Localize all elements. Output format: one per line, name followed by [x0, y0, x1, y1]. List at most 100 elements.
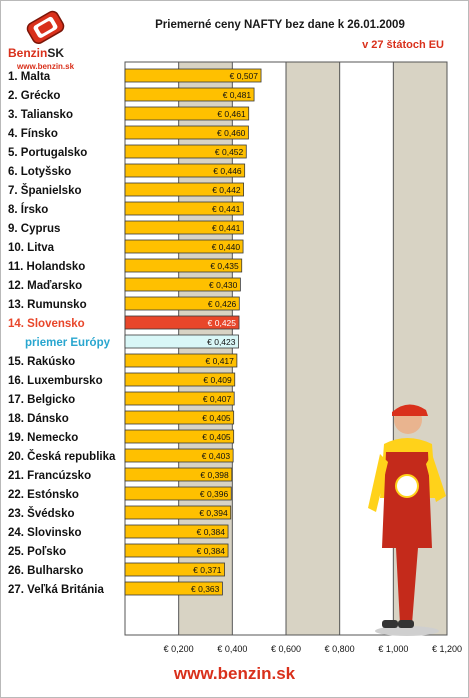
bar	[124, 505, 232, 520]
bar	[124, 581, 223, 596]
x-tick-label: € 0,200	[164, 644, 194, 654]
category-label: 19. Nemecko	[8, 432, 78, 444]
bar-value-label: € 0,430	[209, 280, 238, 290]
bar	[124, 562, 225, 577]
bar	[124, 296, 240, 311]
bar	[124, 372, 236, 387]
bar-value-label: € 0,446	[213, 166, 242, 176]
category-label: 11. Holandsko	[8, 261, 85, 273]
bar-value-label: € 0,363	[191, 584, 220, 594]
category-label: 15. Rakúsko	[8, 356, 75, 368]
bar	[124, 87, 255, 102]
x-tick-label: € 0,800	[325, 644, 355, 654]
fuel-attendant-mascot	[368, 404, 446, 636]
bar	[124, 239, 244, 254]
x-tick-label: € 0,400	[217, 644, 247, 654]
bar	[124, 410, 235, 425]
bar	[124, 391, 235, 406]
bar	[124, 543, 229, 558]
category-label: 26. Bulharsko	[8, 565, 83, 577]
bar-value-label: € 0,481	[223, 90, 252, 100]
bar	[124, 68, 262, 83]
bar-value-label: € 0,405	[202, 413, 231, 423]
category-label: 12. Maďarsko	[8, 280, 82, 292]
bar	[124, 220, 244, 235]
bar-value-label: € 0,441	[212, 223, 241, 233]
highlighted-bar	[124, 315, 240, 330]
category-label: 27. Veľká Británia	[8, 584, 104, 596]
plot-band	[286, 62, 340, 635]
bar-value-label: € 0,440	[212, 242, 241, 252]
category-label: 16. Luxembursko	[8, 375, 103, 387]
category-label: 25. Poľsko	[8, 546, 66, 558]
bar-value-label: € 0,507	[230, 71, 259, 81]
bar	[124, 201, 244, 216]
bar	[124, 125, 249, 140]
category-label: 6. Lotyšsko	[8, 166, 71, 178]
bar-value-label: € 0,425	[208, 318, 237, 328]
bar	[124, 353, 238, 368]
bar-value-label: € 0,394	[199, 508, 228, 518]
chart-title: Priemerné ceny NAFTY bez dane k 26.01.20…	[155, 19, 405, 31]
average-bar	[124, 334, 239, 349]
bar-value-label: € 0,442	[212, 185, 241, 195]
category-label: 8. Írsko	[8, 203, 48, 216]
category-label: 24. Slovinsko	[8, 527, 82, 539]
category-label: 4. Fínsko	[8, 128, 58, 140]
logo-wordmark: BenzinSK	[8, 46, 65, 60]
bar-value-label: € 0,409	[203, 375, 232, 385]
bar-value-label: € 0,384	[197, 527, 226, 537]
bar-value-label: € 0,461	[217, 109, 246, 119]
bar-value-label: € 0,405	[202, 432, 231, 442]
bar-value-label: € 0,407	[203, 394, 232, 404]
category-label: 1. Malta	[8, 71, 51, 83]
category-label: 22. Estónsko	[8, 489, 79, 501]
bar-value-label: € 0,441	[212, 204, 241, 214]
x-tick-label: € 0,600	[271, 644, 301, 654]
category-label: 20. Česká republika	[8, 450, 116, 463]
category-label: 2. Grécko	[8, 90, 60, 102]
bar-value-label: € 0,423	[207, 337, 236, 347]
category-label: 9. Cyprus	[8, 223, 60, 235]
bar	[124, 486, 232, 501]
bar	[124, 429, 235, 444]
benzin-logo: BenzinSK www.benzin.sk	[4, 8, 90, 71]
bar	[124, 448, 234, 463]
category-label: 14. Slovensko	[8, 318, 85, 330]
category-label: 3. Taliansko	[8, 109, 73, 121]
x-tick-label: € 1,000	[378, 644, 408, 654]
fuel-pump-icon	[26, 10, 65, 44]
bar	[124, 163, 246, 178]
category-label: 10. Litva	[8, 242, 55, 254]
bar	[124, 144, 247, 159]
bar-value-label: € 0,371	[193, 565, 222, 575]
bar-value-label: € 0,435	[210, 261, 239, 271]
bar	[124, 106, 250, 121]
category-label: 18. Dánsko	[8, 413, 69, 425]
category-label: 7. Španielsko	[8, 184, 82, 197]
bar-value-label: € 0,452	[215, 147, 244, 157]
x-tick-label: € 1,200	[432, 644, 462, 654]
category-label: 23. Švédsko	[8, 507, 74, 520]
category-label: 17. Belgicko	[8, 394, 75, 406]
bar	[124, 524, 229, 539]
bar	[124, 182, 245, 197]
bar-value-label: € 0,417	[206, 356, 235, 366]
bar-value-label: € 0,426	[208, 299, 237, 309]
bar-value-label: € 0,384	[197, 546, 226, 556]
bar	[124, 277, 241, 292]
bar-value-label: € 0,396	[200, 489, 229, 499]
category-label: 5. Portugalsko	[8, 147, 87, 159]
category-label: 13. Rumunsko	[8, 299, 87, 311]
bar	[124, 258, 243, 273]
logo-url: www.benzin.sk	[17, 62, 75, 71]
category-label: priemer Európy	[25, 337, 111, 349]
plot-border	[124, 61, 448, 636]
footer-url: www.benzin.sk	[173, 664, 296, 683]
bar	[124, 467, 233, 482]
chart-subtitle: v 27 štátoch EU	[362, 39, 444, 51]
category-label: 21. Francúzsko	[8, 470, 91, 482]
bar-value-label: € 0,403	[202, 451, 231, 461]
bar-value-label: € 0,398	[200, 470, 229, 480]
